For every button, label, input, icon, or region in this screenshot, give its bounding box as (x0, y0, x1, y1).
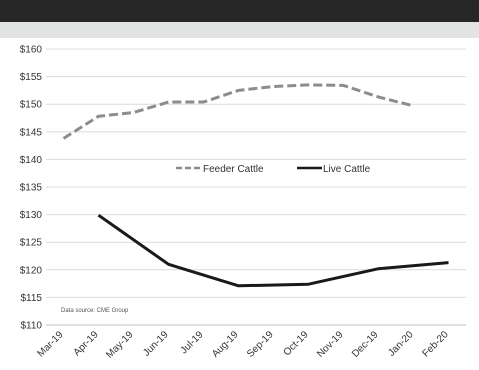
cattle-price-chart: $110 $115 $120 $125 $130 $135 $140 $145 $150 $155… (20, 45, 466, 361)
legend: Feeder Cattle Live Cattle (176, 164, 371, 175)
y-tick-label: $110 (20, 321, 42, 332)
y-tick-label: $160 (20, 45, 43, 56)
header-band (0, 22, 479, 38)
y-tick-label: $115 (20, 293, 42, 304)
legend-label-live-cattle: Live Cattle (323, 164, 371, 175)
x-tick-label: Apr-19 (72, 329, 101, 358)
x-tick-label: May-19 (104, 329, 136, 361)
y-tick-label: $130 (20, 210, 43, 221)
x-tick-labels: Mar-19 Apr-19 May-19 Jun-19 Jul-19 Aug-19 Sep-… (35, 329, 450, 361)
y-tick-label: $155 (20, 72, 43, 83)
data-source-note: Data source: CME Group (61, 308, 129, 314)
x-tick-label: Mar-19 (35, 329, 65, 359)
y-tick-label: $145 (20, 127, 43, 138)
x-tick-label: Dec-19 (350, 329, 381, 360)
x-tick-label: Nov-19 (315, 329, 346, 360)
x-tick-label: Feb-20 (420, 329, 450, 359)
x-tick-label: Jul-19 (179, 329, 206, 356)
x-tick-label: Aug-19 (210, 329, 241, 360)
y-tick-label: $125 (20, 238, 43, 249)
legend-label-feeder-cattle: Feeder Cattle (203, 164, 264, 175)
x-tick-label: Jun-19 (141, 329, 171, 359)
y-tick-labels: $110 $115 $120 $125 $130 $135 $140 $145 $150 $155… (20, 45, 43, 332)
series-line-live-cattle (97, 213, 449, 288)
y-tick-label: $120 (20, 265, 43, 276)
y-tick-label: $150 (20, 100, 43, 111)
x-tick-label: Sep-19 (245, 329, 276, 360)
y-tick-label: $140 (20, 155, 43, 166)
gridlines (46, 48, 466, 326)
x-tick-label: Jan-20 (386, 329, 416, 359)
series-line-feeder-cattle (62, 83, 414, 140)
x-tick-label: Oct-19 (282, 329, 311, 358)
top-bar (0, 0, 479, 22)
series-lines (62, 83, 449, 288)
chart-area: $110 $115 $120 $125 $130 $135 $140 $145 $150 $155… (0, 38, 479, 370)
y-tick-label: $135 (20, 183, 43, 194)
